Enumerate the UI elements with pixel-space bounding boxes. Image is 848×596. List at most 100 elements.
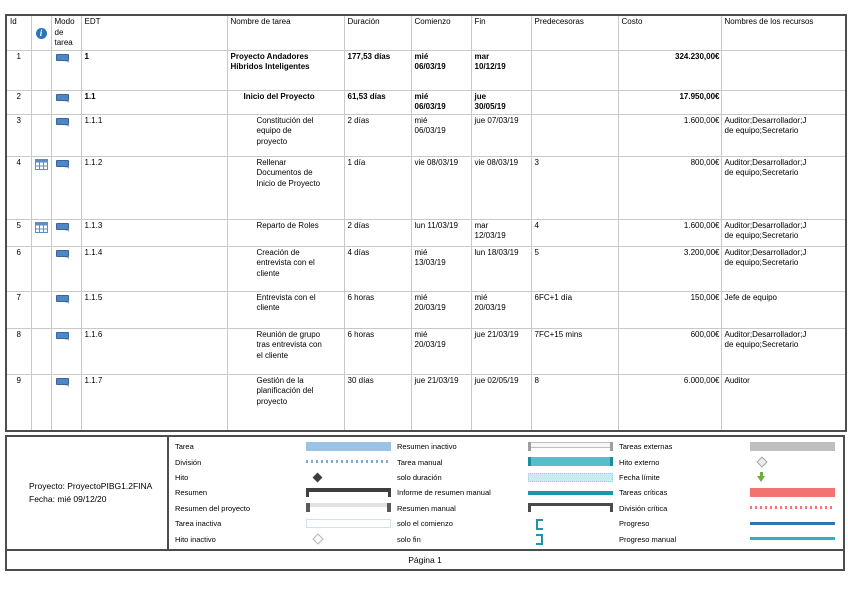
arrow-icon xyxy=(64,98,71,105)
legend-item: Hito xyxy=(175,471,391,484)
legend-item: Tarea xyxy=(175,440,391,453)
task-name: Proyecto Andadores Híbridos Inteligentes xyxy=(230,51,310,72)
predecessors-cell: 5 xyxy=(530,245,619,292)
task-id-cell: 4 xyxy=(5,155,32,220)
assignment-icon xyxy=(34,221,48,237)
legend-item: Tareas críticas xyxy=(619,486,835,499)
arrow-icon xyxy=(64,164,71,171)
table-row: 2 1.1 Inicio del Proyecto 61,53 días mié… xyxy=(5,89,847,115)
arrow-icon xyxy=(64,58,71,65)
task-mode-cell xyxy=(50,373,82,432)
project-summary-symbol xyxy=(306,502,391,514)
report-date-label: Fecha: mié 09/12/20 xyxy=(29,494,107,504)
cost-cell: 1.600,00€ xyxy=(617,218,722,247)
duration-only-symbol xyxy=(528,472,613,484)
task-mode-icon xyxy=(55,377,71,389)
milestone-symbol xyxy=(306,472,391,484)
legend-label: División crítica xyxy=(619,503,668,513)
legend-item: Hito inactivo xyxy=(175,533,391,546)
external-tasks-symbol xyxy=(750,441,835,453)
resources-cell xyxy=(720,49,847,91)
task-id-cell: 1 xyxy=(5,49,32,91)
task-name: Constitución del equipo de proyecto xyxy=(256,115,314,146)
legend-label: Resumen del proyecto xyxy=(175,503,251,513)
task-name-cell: Inicio del Proyecto xyxy=(226,89,345,115)
start-cell: jue 21/03/19 xyxy=(410,373,472,432)
task-bar-symbol xyxy=(306,441,391,453)
task-name-cell: Gestión de la planificación del proyecto xyxy=(226,373,345,432)
table-row: 4 1.1.2 Rellenar Documentos de Inicio de… xyxy=(5,155,847,220)
task-name-cell: Reparto de Roles xyxy=(226,218,345,247)
start-cell: vie 08/03/19 xyxy=(410,155,472,220)
legend-item: solo el comienzo xyxy=(397,517,613,530)
legend-item: Informe de resumen manual xyxy=(397,486,613,499)
task-name: Entrevista con el cliente xyxy=(256,292,316,313)
info-icon xyxy=(35,28,47,39)
predecessors-cell: 6FC+1 día xyxy=(530,290,619,329)
cost-cell: 800,00€ xyxy=(617,155,722,220)
arrow-icon xyxy=(64,382,71,389)
predecessors-cell: 8 xyxy=(530,373,619,432)
duration-cell: 2 días xyxy=(343,218,412,247)
finish-cell: jue 21/03/19 xyxy=(470,327,532,375)
header-edt: EDT xyxy=(80,14,228,51)
legend-label: División xyxy=(175,457,202,467)
header-id: Id xyxy=(5,14,32,51)
resources-cell: Auditor xyxy=(720,373,847,432)
task-name: Inicio del Proyecto xyxy=(243,91,315,101)
cost-cell: 1.600,00€ xyxy=(617,113,722,157)
legend-item: Tarea inactiva xyxy=(175,517,391,530)
header-resources: Nombres de los recursos xyxy=(720,14,847,51)
legend-item: Resumen del proyecto xyxy=(175,502,391,515)
critical-split-symbol xyxy=(750,502,835,514)
duration-cell: 61,53 días xyxy=(343,89,412,115)
task-mode-icon xyxy=(55,222,71,233)
legend-label: Resumen manual xyxy=(397,503,456,513)
indicator-cell xyxy=(30,245,52,292)
legend-item: División crítica xyxy=(619,502,835,515)
finish-cell: jue 02/05/19 xyxy=(470,373,532,432)
start-cell: mié 06/03/19 xyxy=(410,49,472,91)
header-task-mode: Modo de tarea xyxy=(50,14,82,51)
predecessors-cell xyxy=(530,49,619,91)
legend-label: Resumen xyxy=(175,488,208,498)
indicator-cell xyxy=(30,218,52,247)
legend-label: Tarea inactiva xyxy=(175,519,222,529)
task-id-cell: 2 xyxy=(5,89,32,115)
edt-cell: 1.1.2 xyxy=(80,155,228,220)
manual-summary-symbol xyxy=(528,502,613,514)
start-cell: mié 06/03/19 xyxy=(410,89,472,115)
task-mode-cell xyxy=(50,155,82,220)
arrow-icon xyxy=(64,122,71,129)
duration-cell: 6 horas xyxy=(343,327,412,375)
legend-label: Tareas externas xyxy=(619,442,673,452)
header-indicators xyxy=(30,14,52,51)
task-name: Rellenar Documentos de Inicio de Proyect… xyxy=(256,157,321,188)
legend-label: Resumen inactivo xyxy=(397,442,457,452)
header-finish: Fin xyxy=(470,14,532,51)
edt-cell: 1.1.4 xyxy=(80,245,228,292)
finish-cell: vie 08/03/19 xyxy=(470,155,532,220)
edt-cell: 1.1.6 xyxy=(80,327,228,375)
task-mode-icon xyxy=(55,93,71,105)
arrow-icon xyxy=(64,299,71,306)
legend-label: Progreso xyxy=(619,519,650,529)
indicator-cell xyxy=(30,290,52,329)
table-row: 5 1.1.3 Reparto de Roles 2 días lun 11/0… xyxy=(5,218,847,247)
task-mode-icon xyxy=(55,159,71,171)
manual-progress-symbol xyxy=(750,533,835,545)
legend-column-2: Resumen inactivo Tarea manual solo durac… xyxy=(397,439,613,547)
cost-cell: 600,00€ xyxy=(617,327,722,375)
legend-item: Tareas externas xyxy=(619,440,835,453)
predecessors-cell: 7FC+15 mins xyxy=(530,327,619,375)
edt-cell: 1.1.7 xyxy=(80,373,228,432)
legend-item: Fecha límite xyxy=(619,471,835,484)
start-only-symbol xyxy=(528,518,613,530)
edt-cell: 1.1.3 xyxy=(80,218,228,247)
task-id-cell: 8 xyxy=(5,327,32,375)
legend-item: Hito externo xyxy=(619,456,835,469)
legend-label: Progreso manual xyxy=(619,534,677,544)
table-row: 6 1.1.4 Creación de entrevista con el cl… xyxy=(5,245,847,292)
cost-cell: 3.200,00€ xyxy=(617,245,722,292)
